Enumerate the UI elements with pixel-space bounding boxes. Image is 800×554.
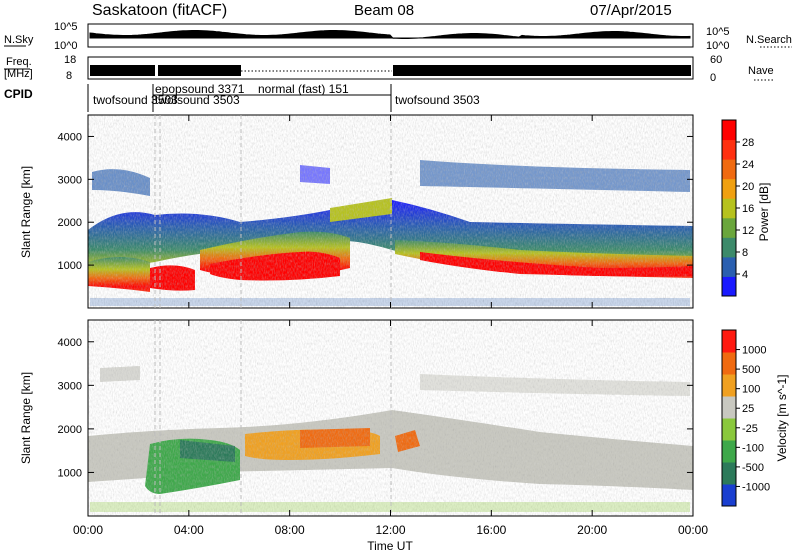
velocity-colorbar-label: Velocity [m s^-1]	[775, 375, 789, 462]
power-colorbar-swatch	[722, 256, 736, 277]
freq-panel: Freq. [MHz] 18 8 60 0 Nave	[4, 54, 774, 84]
noise-right-tick-top: 10^5	[706, 26, 730, 38]
power-colorbar-swatch	[722, 139, 736, 160]
power-colorbar-tick: 24	[742, 159, 754, 171]
velocity-colorbar-tick: -500	[742, 462, 764, 474]
velocity-ytick-label: 4000	[58, 337, 82, 349]
cpid-mode-5: twofsound 3503	[395, 93, 480, 107]
power-colorbar: 4 8 12 16 20 24 28	[721, 119, 754, 297]
velocity-colorbar-tick: -25	[742, 423, 758, 435]
xtick-label: 00:00	[73, 523, 103, 537]
cpid-mode-3: normal (fast) 151	[258, 82, 349, 96]
cpid-row: CPID twofsound 3503 epopsound 3371 norma…	[4, 82, 480, 112]
power-ytick-label: 3000	[58, 174, 82, 186]
velocity-colorbar-swatch	[722, 440, 736, 463]
cpid-mode-4: twofsound 3503	[155, 93, 240, 107]
date-title: 07/Apr/2015	[590, 2, 672, 19]
power-colorbar-swatch	[722, 159, 736, 180]
noise-left-tick-top: 10^5	[54, 21, 78, 33]
power-ytick-label: 4000	[58, 131, 82, 143]
power-colorbar-swatch	[722, 276, 736, 297]
xtick-label: 16:00	[476, 523, 506, 537]
power-colorbar-swatch	[722, 217, 736, 238]
velocity-colorbar-swatch	[722, 352, 736, 375]
velocity-ytick-label: 3000	[58, 380, 82, 392]
power-colorbar-swatch	[722, 178, 736, 199]
cpid-mode-1: twofsound 3503	[93, 93, 178, 107]
beam-title: Beam 08	[354, 2, 414, 19]
nave-label: Nave	[748, 65, 774, 77]
velocity-colorbar-swatch	[722, 330, 736, 353]
noise-right-label: N.Search	[746, 34, 792, 46]
time-xlabel: Time UT	[367, 539, 413, 553]
velocity-colorbar-tick: -100	[742, 442, 764, 454]
velocity-colorbar-swatch	[722, 374, 736, 397]
power-colorbar-tick: 12	[742, 225, 754, 237]
nave-right-tick-bottom: 0	[710, 72, 716, 84]
power-colorbar-tick: 16	[742, 203, 754, 215]
freq-left-tick-bottom: 8	[66, 70, 72, 82]
power-colorbar-swatch	[722, 198, 736, 219]
velocity-colorbar-tick: 25	[742, 403, 754, 415]
power-colorbar-swatch	[722, 237, 736, 258]
power-colorbar-tick: 28	[742, 137, 754, 149]
velocity-ytick-label: 1000	[58, 467, 82, 479]
noise-right-tick-bottom: 10^0	[706, 40, 730, 52]
freq-left-tick-top: 18	[64, 54, 76, 66]
station-title: Saskatoon (fitACF)	[92, 2, 227, 19]
power-ytick-label: 2000	[58, 217, 82, 229]
power-ylabel: Slant Range [km]	[19, 166, 33, 258]
cpid-label: CPID	[4, 87, 33, 101]
velocity-colorbar-swatch	[722, 484, 736, 507]
velocity-colorbar: 1000 500 100 25 -25 -100 -500 -1000	[721, 329, 770, 507]
power-colorbar-label: Power [dB]	[757, 183, 771, 242]
velocity-colorbar-tick: 1000	[742, 345, 766, 357]
noise-left-tick-bottom: 10^0	[54, 40, 78, 52]
cpid-mode-2: epopsound 3371	[155, 82, 245, 96]
power-colorbar-tick: 4	[742, 269, 748, 281]
xtick-label: 08:00	[275, 523, 305, 537]
power-colorbar-tick: 8	[742, 247, 748, 259]
xtick-label: 04:00	[174, 523, 204, 537]
velocity-ytick-label: 2000	[58, 424, 82, 436]
freq-label-2: [MHz]	[4, 68, 33, 80]
velocity-colorbar-swatch	[722, 396, 736, 419]
xtick-label: 12:00	[375, 523, 405, 537]
xtick-label: 20:00	[577, 523, 607, 537]
noise-panel: N.Sky 10^5 10^0 10^5 10^0 N.Search	[4, 21, 792, 52]
power-colorbar-swatch	[722, 120, 736, 141]
velocity-ylabel: Slant Range [km]	[19, 372, 33, 464]
power-colorbar-tick: 20	[742, 181, 754, 193]
velocity-colorbar-swatch	[722, 462, 736, 485]
velocity-colorbar-tick: -1000	[742, 481, 770, 493]
noise-left-label: N.Sky	[4, 34, 34, 46]
power-ytick-label: 1000	[58, 260, 82, 272]
velocity-colorbar-swatch	[722, 418, 736, 441]
power-panel: 1000 2000 3000 4000 Slant Range [km]	[19, 114, 694, 309]
xtick-label: 00:00	[678, 523, 708, 537]
freq-label-1: Freq.	[6, 56, 32, 68]
velocity-colorbar-tick: 500	[742, 364, 760, 376]
velocity-colorbar-tick: 100	[742, 384, 760, 396]
nave-right-tick-top: 60	[710, 54, 722, 66]
velocity-panel: 1000 2000 3000 4000 00:00 04:00 08:00 12:00 16:…	[19, 115, 708, 553]
